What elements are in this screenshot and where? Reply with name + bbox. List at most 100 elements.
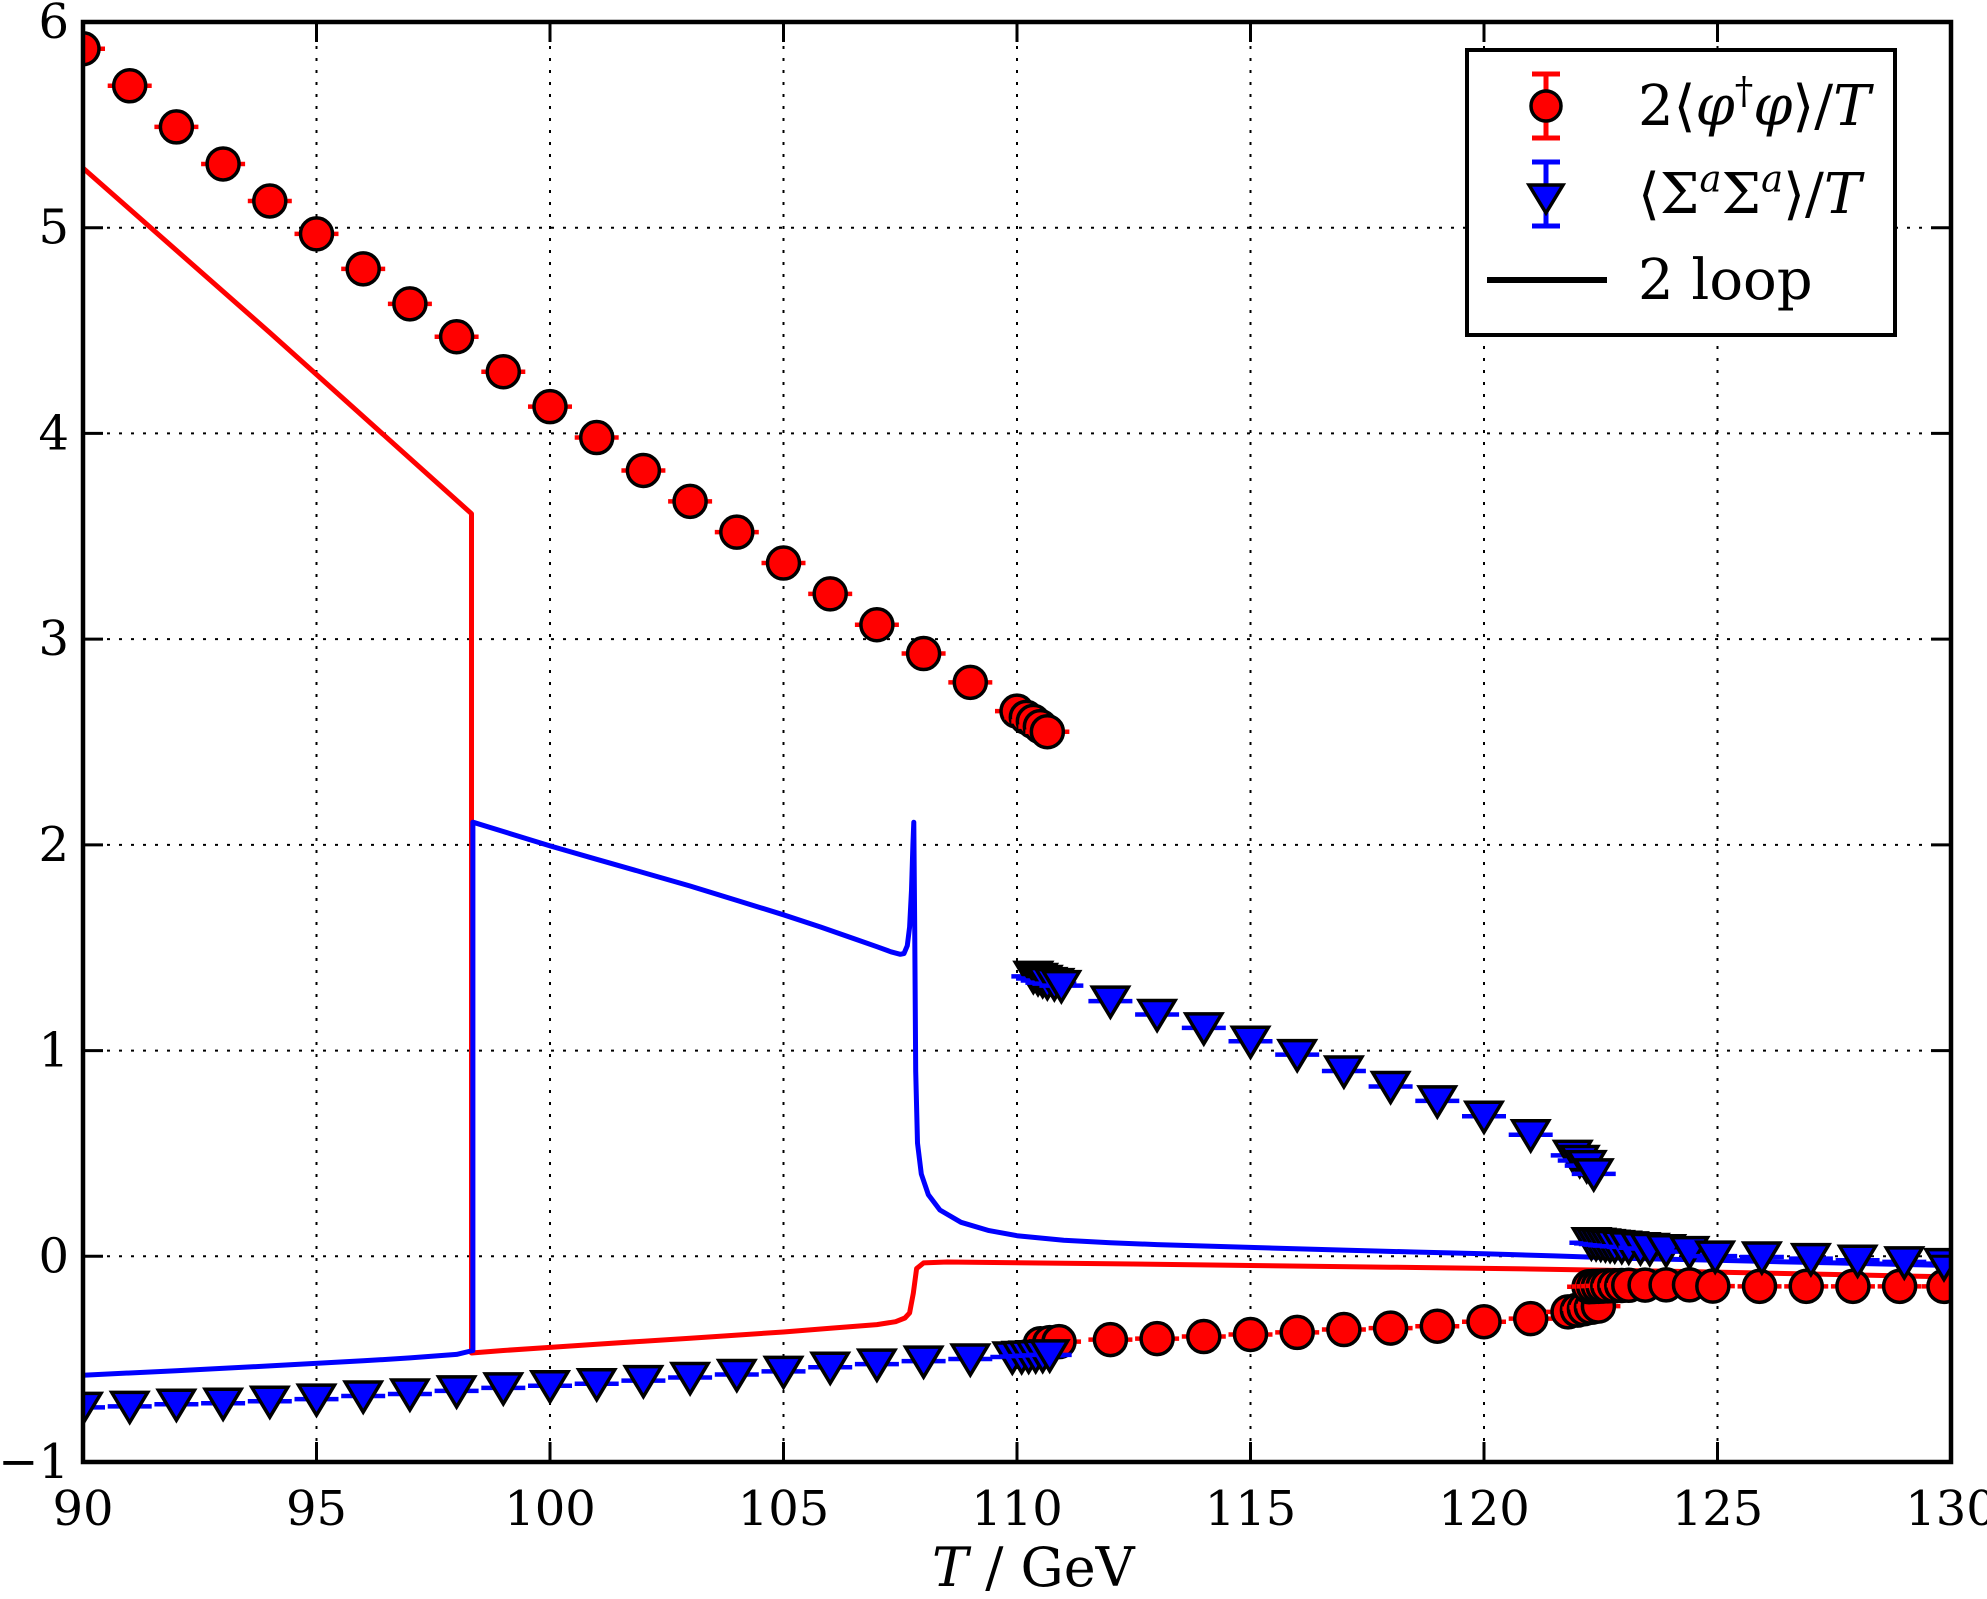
data-point-circle [1512,1300,1549,1337]
data-point-triangle [528,1370,572,1406]
data-point-circle [111,68,148,104]
legend: 2⟨φ†φ⟩/T ⟨ΣaΣa⟩/T 2 loop [1465,48,1897,337]
x-tick-label: 130 [1905,1481,1987,1537]
data-point-triangle [1322,1055,1365,1091]
data-point-triangle [1276,1038,1319,1074]
data-point-circle [1279,1314,1315,1351]
x-tick-label: 100 [504,1481,596,1537]
x-tick-label: 115 [1205,1481,1297,1537]
data-point-circle [625,452,662,489]
x-tick-label: 125 [1672,1481,1764,1537]
data-point-triangle [1229,1025,1272,1061]
data-point-triangle [902,1345,945,1381]
data-point-triangle [1182,1012,1225,1048]
sigma-condensate-points [83,960,1951,1427]
x-tick-label: 90 [52,1481,113,1537]
data-point-triangle [669,1361,712,1397]
y-tick-label: 6 [38,0,69,50]
data-point-triangle [482,1372,525,1408]
x-tick-label: 110 [971,1481,1063,1537]
data-point-circle [719,514,755,550]
data-point-triangle [388,1378,431,1414]
plot-area [83,30,1951,1427]
data-point-triangle [1462,1100,1506,1136]
data-point-circle [812,576,848,612]
data-point-triangle [1572,1158,1615,1194]
data-point-triangle [1509,1119,1552,1155]
data-point-circle [1741,1268,1778,1305]
data-point-triangle [202,1387,245,1423]
data-point-circle [485,353,522,390]
data-point-circle [952,664,989,701]
data-point-triangle [1028,1339,1071,1375]
y-tick-label: 0 [38,1228,69,1284]
legend-label: 2⟨φ†φ⟩/T [1638,70,1874,139]
data-point-circle [1695,1268,1731,1304]
data-point-circle [1326,1311,1362,1348]
y-tick-label: −1 [0,1434,69,1490]
legend-marker-triangle [1525,183,1567,217]
data-point-circle [1232,1316,1269,1353]
data-point-circle [252,183,288,219]
data-point-triangle [295,1383,338,1419]
data-point-triangle [248,1385,291,1421]
y-tick-label: 3 [38,611,69,667]
two-loop-phi-line [83,166,1951,1356]
data-point-triangle [622,1364,665,1401]
data-point-circle [765,545,802,581]
data-point-circle [1466,1303,1502,1340]
x-axis-label: T / GeV [932,1536,1136,1599]
data-point-triangle [809,1351,852,1387]
data-point-circle [1139,1320,1175,1357]
data-point-triangle [1040,969,1083,1006]
data-point-circle [1186,1318,1222,1355]
legend-entry: 2 loop [1487,248,1813,313]
data-point-triangle [715,1358,758,1394]
data-point-triangle [342,1380,385,1416]
data-point-circle [392,286,428,322]
legend-label: ⟨ΣaΣa⟩/T [1638,158,1865,227]
data-point-triangle [435,1375,478,1411]
data-point-triangle [108,1390,151,1426]
data-point-triangle [1369,1070,1412,1106]
data-point-triangle [1694,1240,1737,1276]
data-point-circle [345,251,381,287]
data-point-circle [859,606,895,643]
data-point-circle [1835,1268,1871,1305]
data-point-triangle [1883,1246,1926,1282]
two-loop-sigma-line [83,819,1951,1378]
data-point-circle [1788,1268,1824,1305]
x-tick-label: 105 [738,1481,830,1537]
legend-label: 2 loop [1638,248,1813,313]
data-point-circle [83,30,101,67]
data-point-triangle [155,1388,198,1424]
data-point-circle [1029,713,1066,750]
data-point-circle [158,109,195,145]
data-point-circle [1092,1321,1129,1358]
data-point-circle [672,483,708,520]
y-tick-label: 5 [38,200,69,256]
x-tick-label: 120 [1438,1481,1530,1537]
axis-ticks [81,20,1953,1464]
data-point-circle [1372,1310,1409,1346]
data-point-circle [905,635,942,672]
y-tick-label: 4 [38,405,69,461]
legend-marker-circle [1529,89,1563,123]
legend-entry: ⟨ΣaΣa⟩/T [1525,158,1865,229]
x-tick-label: 95 [286,1481,347,1537]
data-point-triangle [1836,1244,1879,1280]
data-point-triangle [575,1367,618,1404]
data-point-triangle [83,1391,105,1427]
data-point-circle [578,419,615,456]
data-point-circle [438,318,475,355]
data-point-triangle [855,1348,898,1384]
data-point-triangle [1136,998,1179,1034]
data-point-triangle [1089,985,1132,1021]
y-tick-label: 2 [38,817,69,873]
data-point-circle [532,388,568,425]
data-point-triangle [1789,1242,1832,1279]
data-point-triangle [762,1355,805,1391]
data-point-circle [1419,1308,1456,1344]
y-tick-label: 1 [38,1023,69,1079]
